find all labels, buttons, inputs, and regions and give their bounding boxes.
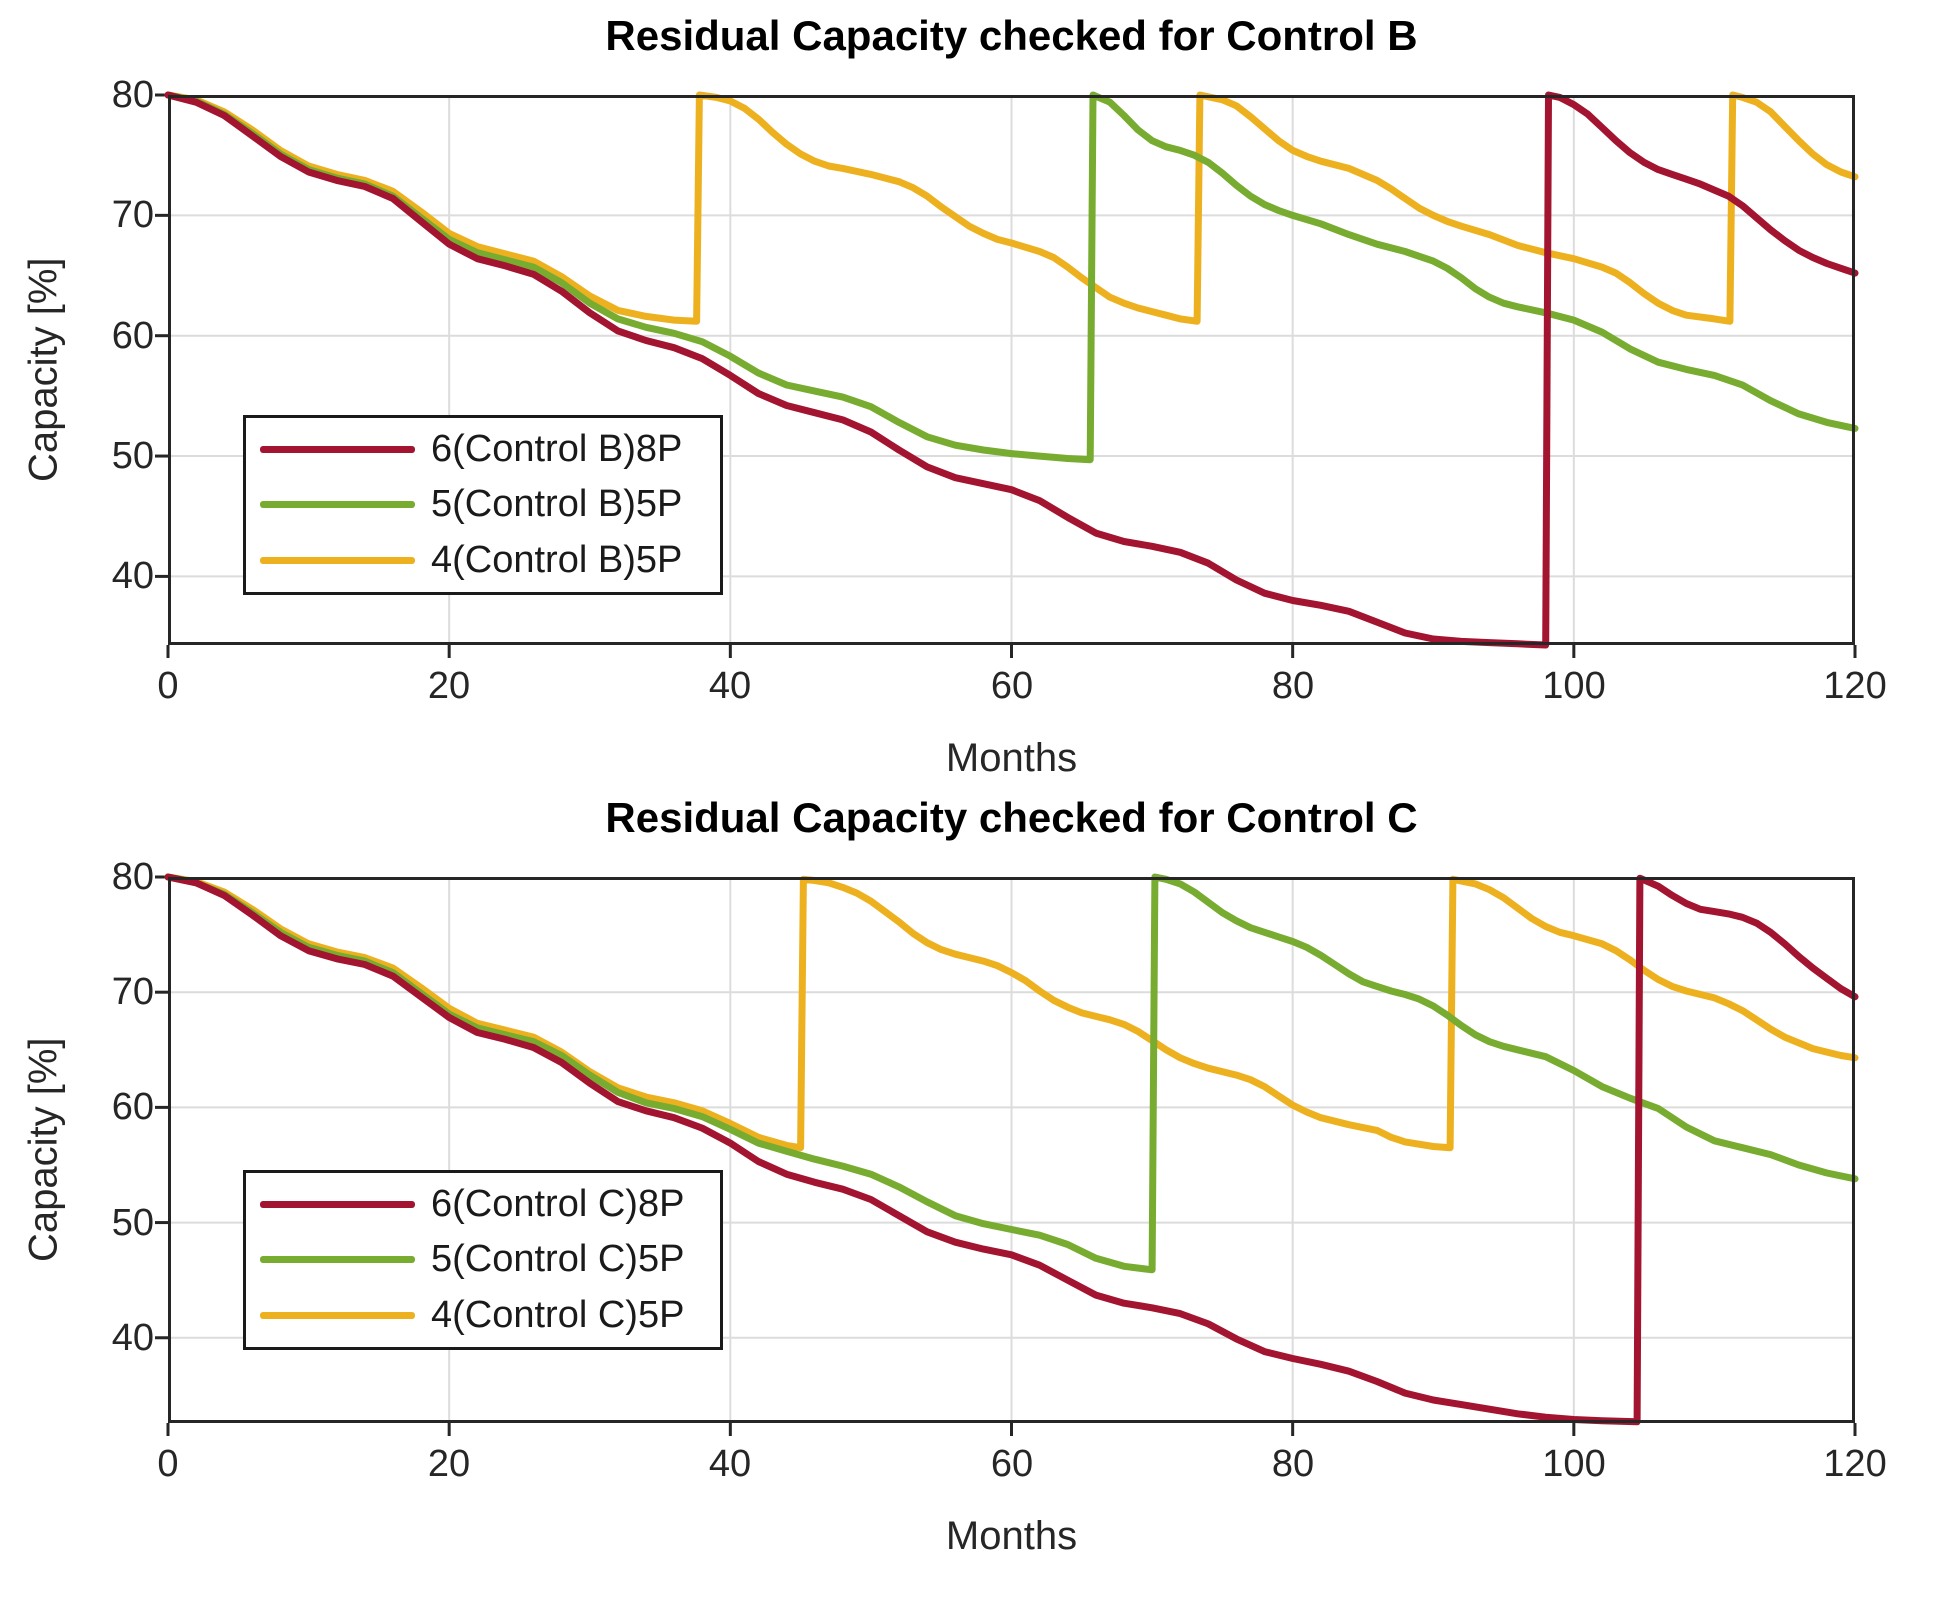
legend-entry: 5(Control B)5P xyxy=(246,481,720,528)
series-color-swatch xyxy=(260,1311,415,1319)
x-tick-label: 40 xyxy=(708,1443,752,1485)
legend-entry: 4(Control C)5P xyxy=(246,1292,720,1339)
legend-entry: 6(Control C)8P xyxy=(246,1181,720,1228)
y-tick-label: 50 xyxy=(111,1202,154,1244)
legend-entry-label: 5(Control C)5P xyxy=(431,1238,685,1281)
series-color-swatch xyxy=(260,501,415,509)
y-tick-label: 40 xyxy=(111,555,154,597)
legend-entry-label: 4(Control C)5P xyxy=(431,1293,685,1336)
y-tick-label: 80 xyxy=(111,856,154,898)
x-tick-label: 120 xyxy=(1823,665,1887,707)
legend-entry: 6(Control B)8P xyxy=(246,426,720,473)
x-tick-label: 80 xyxy=(1271,665,1315,707)
series-color-swatch xyxy=(260,446,415,454)
x-axis-label-control-c: Months xyxy=(945,1514,1078,1558)
series-color-swatch xyxy=(260,556,415,564)
y-tick-label: 60 xyxy=(111,1086,154,1128)
x-tick-label: 60 xyxy=(990,1443,1034,1485)
y-tick-label: 80 xyxy=(111,74,154,116)
x-tick-label: 20 xyxy=(427,665,471,707)
series-color-swatch xyxy=(260,1256,415,1264)
x-tick-label: 40 xyxy=(708,665,752,707)
y-tick-label: 50 xyxy=(111,435,154,477)
x-tick-label: 120 xyxy=(1823,1443,1887,1485)
x-tick-label: 100 xyxy=(1542,1443,1606,1485)
chart-title-control-c: Residual Capacity checked for Control C xyxy=(605,794,1418,841)
legend-control-b: 6(Control B)8P 5(Control B)5P 4(Control … xyxy=(243,415,723,595)
legend-entry: 4(Control B)5P xyxy=(246,537,720,584)
series-color-swatch xyxy=(260,1201,415,1209)
legend-entry-label: 5(Control B)5P xyxy=(431,483,683,526)
legend-entry-label: 4(Control B)5P xyxy=(431,538,683,581)
legend-entry-label: 6(Control C)8P xyxy=(431,1183,685,1226)
x-axis-label-control-b: Months xyxy=(945,736,1078,780)
legend-control-c: 6(Control C)8P 5(Control C)5P 4(Control … xyxy=(243,1170,723,1350)
chart-title-control-b: Residual Capacity checked for Control B xyxy=(605,12,1418,59)
legend-entry: 5(Control C)5P xyxy=(246,1236,720,1283)
y-tick-label: 60 xyxy=(111,315,154,357)
y-tick-label: 70 xyxy=(111,971,154,1013)
x-tick-label: 80 xyxy=(1271,1443,1315,1485)
legend-entry-label: 6(Control B)8P xyxy=(431,428,683,471)
x-tick-label: 60 xyxy=(990,665,1034,707)
x-tick-label: 20 xyxy=(427,1443,471,1485)
x-tick-label: 100 xyxy=(1542,665,1606,707)
y-tick-label: 40 xyxy=(111,1317,154,1359)
y-tick-label: 70 xyxy=(111,194,154,236)
x-tick-label: 0 xyxy=(157,665,179,707)
x-tick-label: 0 xyxy=(157,1443,179,1485)
